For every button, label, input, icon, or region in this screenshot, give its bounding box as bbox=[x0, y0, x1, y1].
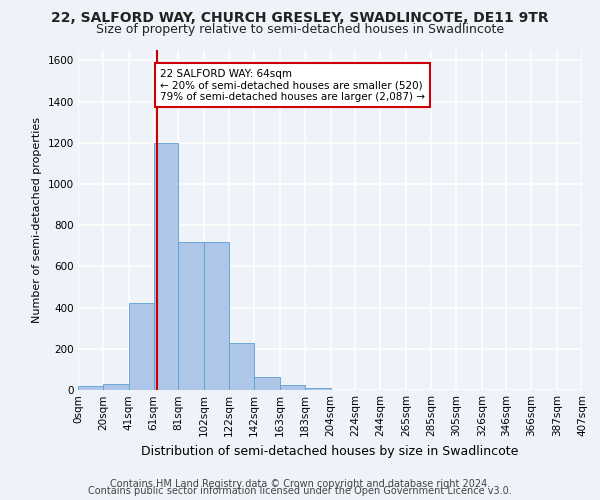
Text: Contains public sector information licensed under the Open Government Licence v3: Contains public sector information licen… bbox=[88, 486, 512, 496]
Bar bbox=[103, 384, 129, 390]
Y-axis label: Number of semi-detached properties: Number of semi-detached properties bbox=[32, 117, 42, 323]
Text: 22 SALFORD WAY: 64sqm
← 20% of semi-detached houses are smaller (520)
79% of sem: 22 SALFORD WAY: 64sqm ← 20% of semi-deta… bbox=[160, 68, 425, 102]
Bar bbox=[178, 242, 205, 390]
Bar bbox=[305, 388, 331, 390]
Bar bbox=[229, 342, 254, 390]
X-axis label: Distribution of semi-detached houses by size in Swadlincote: Distribution of semi-detached houses by … bbox=[142, 444, 518, 458]
Text: 22, SALFORD WAY, CHURCH GRESLEY, SWADLINCOTE, DE11 9TR: 22, SALFORD WAY, CHURCH GRESLEY, SWADLIN… bbox=[51, 11, 549, 25]
Text: Contains HM Land Registry data © Crown copyright and database right 2024.: Contains HM Land Registry data © Crown c… bbox=[110, 479, 490, 489]
Text: Size of property relative to semi-detached houses in Swadlincote: Size of property relative to semi-detach… bbox=[96, 22, 504, 36]
Bar bbox=[78, 386, 103, 390]
Bar bbox=[205, 242, 229, 390]
Bar bbox=[129, 304, 154, 390]
Bar bbox=[154, 142, 178, 390]
Bar bbox=[254, 376, 280, 390]
Bar bbox=[280, 385, 305, 390]
